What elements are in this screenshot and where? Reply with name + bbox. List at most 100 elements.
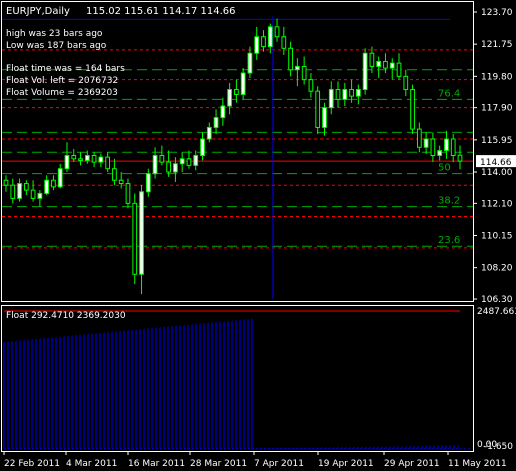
candle-body bbox=[376, 60, 382, 67]
candle-body bbox=[301, 65, 307, 81]
candle-body bbox=[98, 156, 104, 163]
candle-body bbox=[84, 155, 90, 161]
candle-body bbox=[91, 155, 97, 163]
fib-label: 50 bbox=[438, 163, 451, 174]
candle-body bbox=[152, 155, 158, 175]
candle-body bbox=[383, 60, 388, 69]
candle-body bbox=[423, 138, 429, 148]
candle-body bbox=[247, 52, 253, 74]
candle-body bbox=[57, 168, 63, 188]
info-float-vol-left: Float Vol. left = 2076732 bbox=[6, 76, 118, 86]
indicator-scale-bottom: 0.00 bbox=[477, 440, 497, 450]
candle-body bbox=[30, 189, 36, 199]
candle-body bbox=[206, 126, 212, 140]
candle-body bbox=[444, 138, 449, 152]
candle-body bbox=[328, 89, 334, 109]
price-label: 119.80 bbox=[481, 72, 513, 82]
chart-ohlc: 115.02 115.61 114.17 114.66 bbox=[86, 6, 236, 17]
time-label: 28 Mar 2011 bbox=[190, 459, 247, 469]
fib-label: 38.2 bbox=[438, 196, 460, 207]
candle-body bbox=[71, 155, 77, 160]
price-label: 123.70 bbox=[481, 8, 513, 18]
candle-body bbox=[227, 89, 232, 107]
candle-body bbox=[295, 65, 300, 71]
info-high-was: high was 23 bars ago bbox=[6, 29, 103, 39]
candle-body bbox=[200, 138, 205, 157]
price-label: 108.20 bbox=[481, 264, 513, 274]
indicator-label: Float 292.4710 2369.2030 bbox=[6, 311, 126, 321]
candle-body bbox=[335, 89, 341, 100]
price-axis: 123.70 121.75 119.80 117.90 115.95 114.00 112.… bbox=[473, 8, 516, 305]
candle-body bbox=[125, 183, 131, 204]
current-price-box bbox=[476, 155, 516, 168]
fib-label: 23.6 bbox=[438, 235, 460, 246]
price-panel-frame bbox=[1, 1, 474, 302]
candle-body bbox=[213, 117, 219, 128]
indicator-scale-bottom-negative: -1.650 bbox=[484, 442, 513, 452]
candle-body bbox=[78, 158, 83, 161]
candle-body bbox=[220, 105, 226, 119]
candle-body bbox=[315, 90, 321, 128]
candle-body bbox=[308, 79, 314, 92]
candle-body bbox=[349, 89, 354, 97]
candle-body bbox=[410, 89, 415, 130]
info-float-volume: Float Volume = 2369203 bbox=[6, 88, 118, 98]
price-label: 114.00 bbox=[481, 168, 513, 178]
candle-body bbox=[159, 155, 165, 163]
price-label: 117.90 bbox=[481, 104, 513, 114]
time-label: 16 Mar 2011 bbox=[128, 459, 185, 469]
candle-body bbox=[139, 191, 144, 275]
candle-body bbox=[3, 179, 9, 186]
candle-body bbox=[267, 26, 273, 48]
info-float-time: Float time was = 164 bars bbox=[6, 64, 125, 74]
candle-body bbox=[186, 158, 192, 166]
price-label: 121.75 bbox=[481, 40, 513, 50]
candle-body bbox=[450, 138, 456, 157]
candle-body bbox=[403, 75, 409, 91]
candle-body bbox=[193, 155, 199, 166]
candle-body bbox=[112, 168, 117, 181]
indicator-scale-top: 2487.663 bbox=[477, 307, 516, 317]
candle-body bbox=[179, 158, 185, 165]
candle-body bbox=[274, 26, 280, 38]
candle-body bbox=[416, 128, 422, 148]
candle-body bbox=[105, 156, 111, 170]
time-label: 29 Apr 2011 bbox=[384, 459, 440, 469]
candlestick-series bbox=[3, 18, 463, 295]
price-label: 115.95 bbox=[481, 136, 513, 146]
time-label: 7 Apr 2011 bbox=[254, 459, 304, 469]
candle-body bbox=[166, 161, 171, 173]
candle-body bbox=[44, 179, 50, 194]
fib-label: 76.4 bbox=[438, 88, 460, 99]
candle-body bbox=[118, 179, 124, 185]
candle-body bbox=[437, 150, 443, 157]
price-label: 112.10 bbox=[481, 199, 513, 209]
candle-body bbox=[51, 179, 56, 188]
time-label: 4 Mar 2011 bbox=[66, 459, 117, 469]
candle-body bbox=[342, 89, 348, 100]
candle-body bbox=[23, 183, 29, 191]
candle-body bbox=[396, 62, 402, 77]
info-low-was: Low was 187 bars ago bbox=[6, 41, 107, 51]
candle-body bbox=[355, 89, 361, 97]
candle-body bbox=[10, 184, 16, 199]
indicator-panel-frame bbox=[1, 305, 474, 452]
volume-bars bbox=[3, 310, 472, 450]
time-label: 19 Apr 2011 bbox=[318, 459, 374, 469]
candle-body bbox=[234, 89, 239, 95]
fibonacci-labels: 76.4 50 38.2 23.6 bbox=[438, 88, 460, 246]
chart-symbol: EURJPY,Daily bbox=[6, 6, 70, 17]
candle-body bbox=[173, 163, 178, 173]
time-axis: 22 Feb 2011 4 Mar 2011 16 Mar 2011 28 Mar 2… bbox=[3, 451, 507, 469]
candle-body bbox=[261, 36, 266, 48]
candle-body bbox=[254, 36, 260, 54]
candle-body bbox=[37, 192, 43, 199]
candle-body bbox=[64, 155, 70, 170]
candle-body bbox=[430, 138, 436, 157]
candle-body bbox=[322, 107, 327, 128]
price-levels bbox=[2, 16, 473, 299]
time-label: 11 May 2011 bbox=[448, 459, 507, 469]
candle-body bbox=[17, 183, 22, 199]
